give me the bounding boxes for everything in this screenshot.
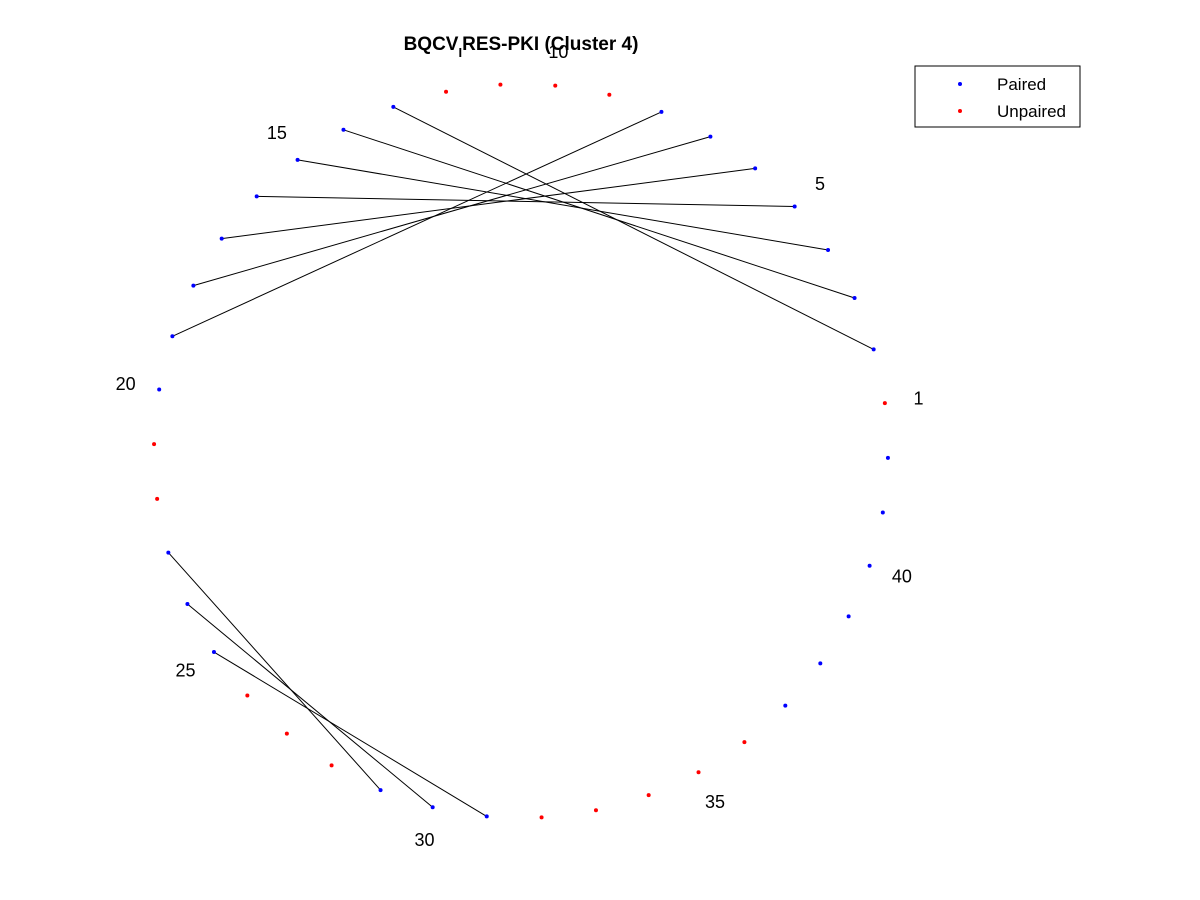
legend-label-paired: Paired	[997, 75, 1046, 94]
node-8-paired	[659, 109, 664, 114]
node-6-paired	[753, 166, 758, 171]
node-27-unpaired	[284, 731, 289, 736]
node-41-paired	[880, 510, 885, 515]
node-label-30: 30	[414, 830, 434, 850]
node-label-35: 35	[705, 792, 725, 812]
node-25-paired	[211, 650, 216, 655]
node-18-paired	[191, 283, 196, 288]
node-35-unpaired	[696, 770, 701, 775]
node-32-unpaired	[539, 815, 544, 820]
node-5-paired	[792, 204, 797, 209]
legend-label-unpaired: Unpaired	[997, 102, 1066, 121]
node-15-paired	[295, 157, 300, 162]
pair-line-29-23	[167, 552, 381, 791]
nodes	[152, 82, 890, 820]
node-label-10: 10	[548, 42, 568, 62]
pair-line-31-25	[213, 651, 487, 817]
node-28-unpaired	[329, 763, 334, 768]
pair-line-30-24	[187, 603, 433, 808]
node-17-paired	[219, 236, 224, 241]
node-16-paired	[254, 194, 259, 199]
chart-title-main: BQCV	[404, 34, 459, 55]
node-23-paired	[166, 550, 171, 555]
pair-line-2-13	[393, 106, 874, 350]
node-31-paired	[484, 814, 489, 819]
node-40-paired	[867, 563, 872, 568]
node-11-unpaired	[498, 82, 503, 87]
legend: Paired Unpaired	[914, 65, 1081, 128]
node-24-paired	[185, 602, 190, 607]
legend-marker-paired	[958, 82, 962, 86]
node-label-25: 25	[175, 661, 195, 681]
pair-line-3-14	[343, 129, 855, 299]
node-12-unpaired	[444, 89, 449, 94]
pair-line-5-16	[256, 195, 795, 207]
node-13-paired	[391, 104, 396, 109]
pair-line-7-18	[193, 136, 711, 287]
legend-box	[914, 65, 1081, 128]
legend-marker-unpaired	[958, 109, 962, 113]
chart-title-subscript: I	[458, 45, 462, 60]
node-1-unpaired	[882, 401, 887, 406]
node-21-unpaired	[152, 442, 157, 447]
node-10-unpaired	[553, 83, 558, 88]
node-label-20: 20	[116, 374, 136, 394]
node-22-unpaired	[155, 496, 160, 501]
node-30-paired	[430, 805, 435, 810]
node-2-paired	[871, 347, 876, 352]
node-34-unpaired	[646, 793, 651, 798]
node-14-paired	[341, 127, 346, 132]
node-33-unpaired	[593, 808, 598, 813]
node-label-40: 40	[892, 566, 912, 586]
pair-lines	[167, 106, 874, 817]
node-7-paired	[708, 134, 713, 139]
pair-line-6-17	[221, 167, 756, 240]
node-label-1: 1	[914, 389, 924, 409]
node-38-paired	[818, 661, 823, 666]
node-39-paired	[846, 614, 851, 619]
node-19-paired	[170, 334, 175, 339]
node-label-15: 15	[267, 123, 287, 143]
node-42-paired	[885, 455, 890, 460]
chart-title: BQCVIRES-PKI (Cluster 4)	[404, 34, 639, 60]
node-label-5: 5	[815, 174, 825, 194]
node-29-paired	[378, 788, 383, 793]
pair-line-4-15	[297, 159, 829, 251]
node-36-unpaired	[742, 740, 747, 745]
node-20-paired	[157, 387, 162, 392]
node-3-paired	[852, 295, 857, 300]
pair-line-8-19	[172, 111, 662, 337]
node-26-unpaired	[245, 693, 250, 698]
node-4-paired	[826, 247, 831, 252]
node-37-paired	[783, 703, 788, 708]
chart-title-rest: RES-PKI (Cluster 4)	[462, 34, 638, 55]
node-9-unpaired	[607, 92, 612, 97]
